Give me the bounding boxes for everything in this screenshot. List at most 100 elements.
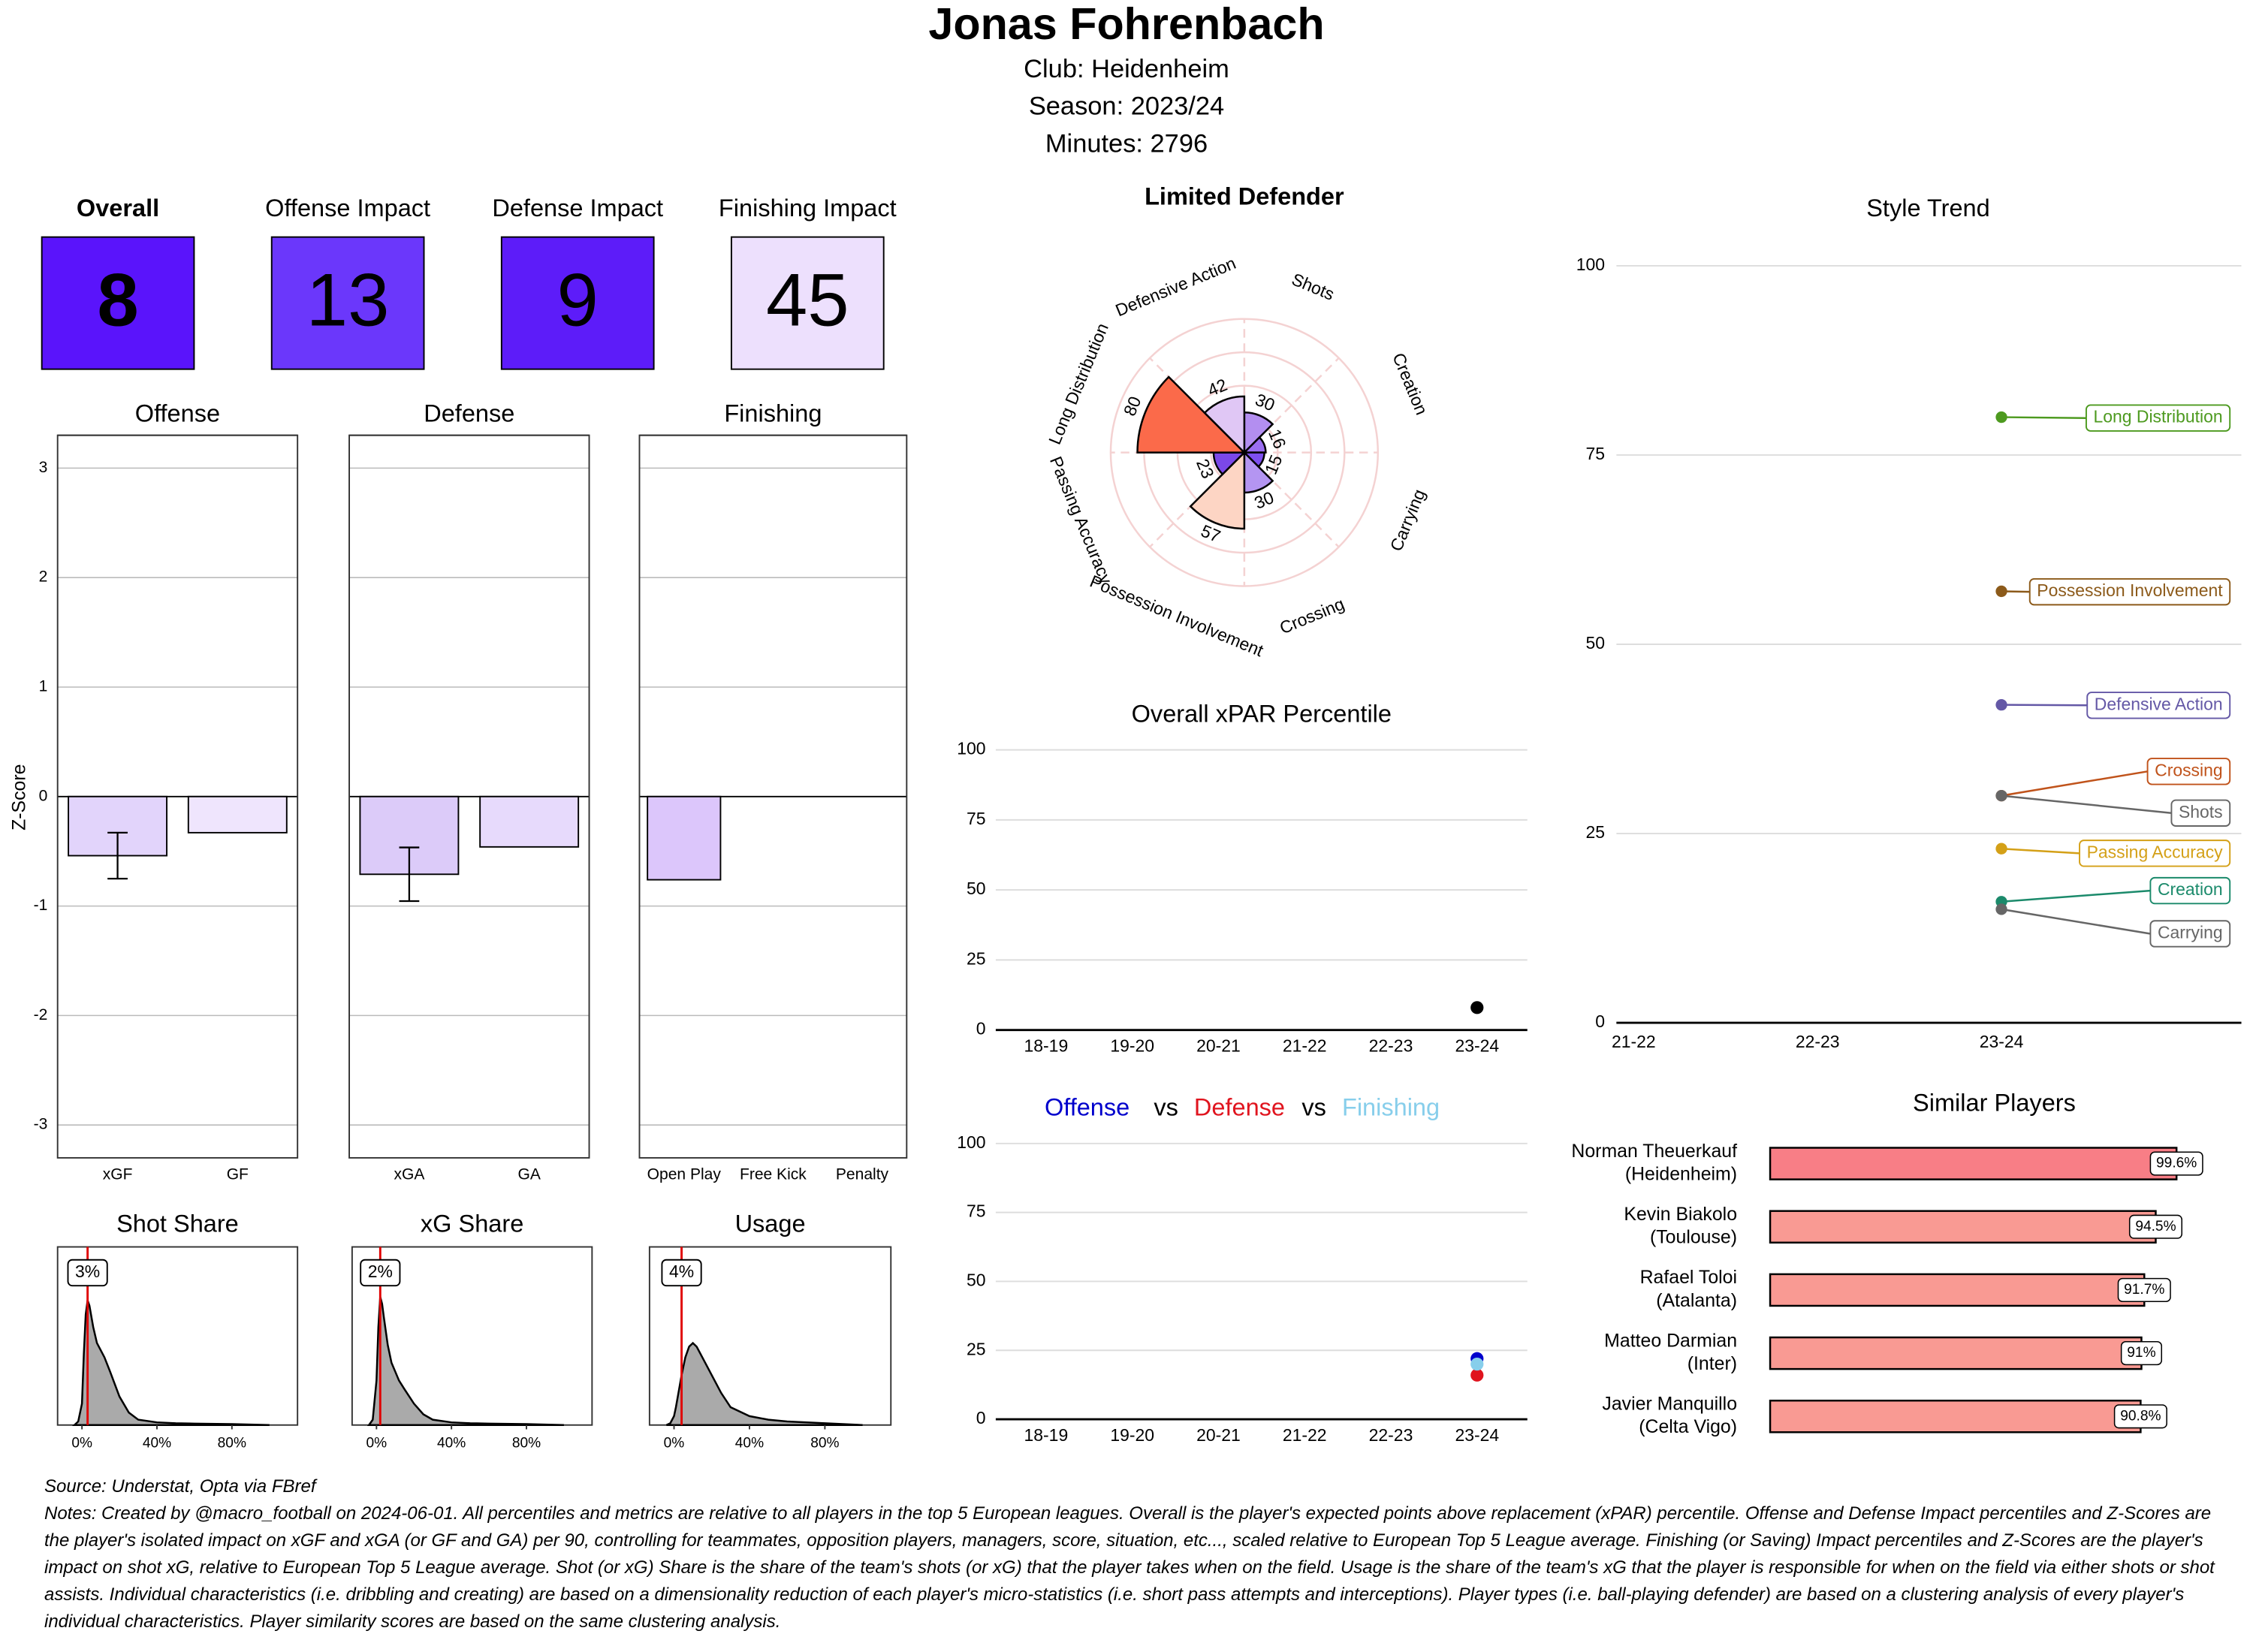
category-label: Crossing [1277, 594, 1347, 638]
x-tick-label: xGA [394, 1165, 424, 1183]
panel-border [348, 434, 590, 1159]
x-tick-label: 18-19 [1024, 1425, 1069, 1445]
y-tick-label: 75 [1586, 444, 1606, 463]
tile [730, 236, 885, 370]
x-tick-label: 40% [143, 1436, 171, 1452]
x-tick-label: 21-22 [1283, 1425, 1327, 1445]
bar [1769, 1399, 2142, 1433]
y-tick-label: -1 [34, 897, 48, 914]
value-label-box [2117, 1277, 2171, 1302]
y-tick-label: 1 [39, 678, 48, 695]
label-connector [2001, 704, 2088, 707]
category-label: Creation [1389, 350, 1431, 418]
value-label: 90.8% [2120, 1408, 2161, 1424]
category-label: Carrying [1386, 487, 1429, 554]
title-separator: vs [1154, 1093, 1178, 1120]
bar [187, 795, 288, 834]
source: Source: Understat, Opta via FBref [44, 1476, 316, 1497]
value-label: 91.7% [2124, 1282, 2164, 1298]
label-connector [2001, 770, 2148, 797]
point [1470, 1001, 1484, 1014]
tile-label: Overall [77, 194, 159, 222]
x-tick-label: Penalty [836, 1165, 889, 1183]
value-label: 91% [2127, 1345, 2155, 1361]
x-tick-label: GA [517, 1165, 540, 1183]
chart-title: Limited Defender [1145, 183, 1344, 210]
label-connector [2001, 847, 2080, 855]
category-label: Possession Involvement [1087, 571, 1267, 661]
x-tick-label: 20-21 [1196, 1425, 1241, 1445]
bar [1769, 1210, 2157, 1244]
tile [500, 236, 655, 370]
y-tick-label: 25 [967, 948, 986, 968]
x-tick-label: GF [227, 1165, 249, 1183]
y-tick-label: 0 [976, 1019, 986, 1039]
polar-bar [1136, 375, 1247, 454]
panel-title: Usage [735, 1210, 806, 1237]
marker-label-box [67, 1259, 108, 1287]
player-name: Norman Theuerkauf [1571, 1141, 1737, 1162]
y-tick-label: 100 [957, 1132, 985, 1152]
x-tick-label: 0% [664, 1436, 685, 1452]
value-label: 94.5% [2135, 1219, 2176, 1234]
x-tick-label: 21-22 [1283, 1036, 1327, 1056]
tile-value: 13 [306, 259, 390, 342]
series-label: Passing Accuracy [2087, 842, 2224, 861]
legend-title-entry: Offense [1045, 1093, 1130, 1120]
chart-title: Similar Players [1913, 1090, 2076, 1117]
x-tick-label: 22-23 [1796, 1032, 1840, 1051]
x-tick-label: 20-21 [1196, 1036, 1241, 1056]
point [1995, 903, 2007, 915]
x-tick-label: 40% [437, 1436, 466, 1452]
y-tick-label: 100 [957, 739, 985, 758]
y-tick-label: 50 [967, 879, 986, 898]
tile-label: Offense Impact [265, 194, 430, 222]
bar [1769, 1147, 2178, 1180]
player-name: Rafael Toloi [1640, 1267, 1737, 1288]
club-line: Club: Heidenheim [1024, 55, 1229, 83]
x-tick-label: 23-24 [1980, 1032, 2024, 1051]
player-name: Javier Manquillo [1602, 1394, 1737, 1415]
tile-value: 9 [557, 259, 599, 342]
y-tick-label: 50 [1586, 633, 1606, 653]
minutes-line: Minutes: 2796 [1045, 129, 1208, 158]
series-label: Defensive Action [2095, 694, 2223, 713]
series-label: Long Distribution [2094, 407, 2223, 427]
x-tick-label: 22-23 [1369, 1425, 1413, 1445]
y-tick-label: 0 [39, 787, 48, 804]
player-club: (Toulouse) [1650, 1227, 1737, 1248]
marker-label: 3% [75, 1262, 100, 1281]
player-club: (Celta Vigo) [1639, 1416, 1737, 1437]
player-club: (Inter) [1687, 1353, 1737, 1374]
point [1995, 789, 2007, 802]
panel-title: Defense [424, 399, 514, 427]
bar [647, 795, 722, 881]
player-club: (Heidenheim) [1625, 1163, 1737, 1184]
chart-title: Overall xPAR Percentile [1132, 700, 1392, 727]
polar-bar [1203, 395, 1246, 455]
marker-label-box [360, 1259, 401, 1287]
x-tick-label: 19-20 [1110, 1425, 1154, 1445]
density [72, 1300, 270, 1426]
tile-label: Defense Impact [492, 194, 663, 222]
x-tick-label: 23-24 [1455, 1036, 1499, 1056]
x-tick-label: 80% [512, 1436, 541, 1452]
x-tick-label: 19-20 [1110, 1036, 1154, 1056]
series-label: Possession Involvement [2037, 580, 2223, 600]
season-line: Season: 2023/24 [1029, 92, 1224, 121]
y-tick-label: 100 [1576, 255, 1605, 274]
tile-value: 45 [766, 259, 849, 342]
y-tick-label: 75 [967, 1201, 986, 1221]
legend-title-entry: Finishing [1342, 1093, 1440, 1120]
value-label-box [2128, 1214, 2183, 1239]
panel-title: Finishing [724, 399, 822, 427]
y-tick-label: 50 [967, 1270, 986, 1289]
x-tick-label: 18-19 [1024, 1036, 1069, 1056]
point [1995, 843, 2007, 855]
marker-label: 2% [368, 1262, 393, 1281]
density [366, 1296, 564, 1426]
legend-title-entry: Defense [1194, 1093, 1285, 1120]
x-tick-label: 0% [366, 1436, 387, 1452]
marker-label-box [661, 1259, 702, 1287]
